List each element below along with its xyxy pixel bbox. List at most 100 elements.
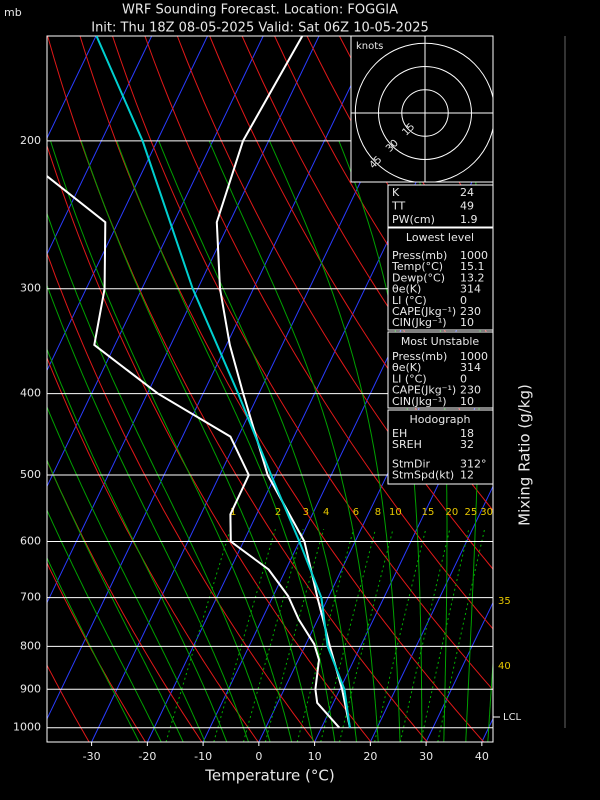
hodograph-box (350, 35, 494, 183)
x-tick-label: 10 (308, 750, 322, 763)
foreground: 1 2 3 4 6 8 10 15 20 25 30200300400500600700800900… (13, 35, 522, 763)
y-tick-label: 300 (20, 282, 41, 295)
dry-adiabat (47, 356, 259, 742)
x-tick-label: -20 (138, 750, 156, 763)
info-value: 1000 (460, 350, 488, 363)
dry-adiabat (47, 36, 428, 742)
dry-adiabat (47, 561, 146, 742)
dry-adiabat (47, 251, 316, 742)
isotherm (47, 36, 153, 256)
hodograph-ring (378, 66, 472, 160)
mixing-ratio-label: 25 (465, 507, 478, 518)
info-label: CAPE(Jkg⁻¹) (392, 384, 456, 397)
dry-adiabat (241, 36, 493, 454)
mixing-ratio-line (165, 528, 231, 742)
info-title: Lowest level (406, 231, 474, 244)
info-label: Dewp(°C) (392, 271, 445, 284)
mixing-ratio-label: 20 (446, 507, 459, 518)
x-tick-label: 20 (363, 750, 377, 763)
info-value: 0 (460, 294, 467, 307)
mixing-ratio-label: 3 (303, 507, 309, 518)
y-tick-label: 500 (20, 468, 41, 481)
info-label: StmSpd(kt) (392, 469, 454, 482)
dry-adiabat (144, 36, 493, 630)
y-tick-label: 600 (20, 534, 41, 547)
mixing-ratio-line (437, 528, 486, 742)
y-unit-label: mb (4, 6, 22, 19)
y-tick-label: 400 (20, 387, 41, 400)
x-axis-label: Temperature (°C) (204, 767, 334, 785)
info-box (387, 227, 494, 331)
y-tick-label: 200 (20, 134, 41, 147)
lcl-label: LCL (503, 712, 522, 723)
side-label: 35 (498, 596, 511, 607)
info-label: CAPE(Jkg⁻¹) (392, 305, 456, 318)
info-label: CIN(Jkg⁻¹) (392, 316, 447, 329)
mixing-ratio-label: 8 (375, 507, 381, 518)
info-label: CIN(Jkg⁻¹) (392, 395, 447, 408)
info-label: LI (°C) (392, 372, 427, 385)
info-value: 314 (460, 361, 481, 374)
info-value: 18 (460, 427, 474, 440)
profile-line (47, 174, 341, 729)
isotherm (425, 601, 493, 742)
info-label: θe(K) (392, 283, 421, 296)
mixing-ratio-line (420, 528, 470, 742)
info-value: 1.9 (460, 213, 478, 226)
hodograph-ring (401, 89, 449, 137)
mixing-ratio-label: 4 (323, 507, 329, 518)
info-label: LI (°C) (392, 294, 427, 307)
x-tick-label: 40 (475, 750, 489, 763)
info-value: 32 (460, 438, 474, 451)
info-label: StmDir (392, 457, 431, 470)
x-tick-label: -30 (83, 750, 101, 763)
hodograph-units: knots (356, 41, 383, 52)
dry-adiabat (176, 36, 493, 570)
info-value: 0 (460, 372, 467, 385)
info-value: 12 (460, 469, 474, 482)
info-value: 13.2 (460, 271, 485, 284)
y2-axis-label: Mixing Ratio (g/kg) (516, 384, 534, 526)
info-label: K (392, 186, 400, 199)
info-value: 230 (460, 384, 481, 397)
x-tick-label: 0 (255, 750, 262, 763)
info-title: Most Unstable (401, 335, 480, 348)
info-value: 49 (460, 200, 474, 213)
dry-adiabat (209, 36, 493, 512)
dry-adiabat (47, 664, 90, 742)
info-value: 15.1 (460, 260, 485, 273)
side-label: 40 (498, 661, 511, 672)
mixing-ratio-label: 10 (389, 507, 402, 518)
info-value: 24 (460, 186, 474, 199)
info-value: 10 (460, 395, 474, 408)
y-tick-label: 700 (20, 591, 41, 604)
profile-line (95, 36, 351, 728)
info-label: EH (392, 427, 407, 440)
info-label: θe(K) (392, 361, 421, 374)
mixing-ratio-label: 1 (230, 507, 236, 518)
x-tick-label: 30 (419, 750, 433, 763)
info-label: TT (391, 200, 406, 213)
dry-adiabat (47, 459, 203, 742)
y-tick-label: 900 (20, 682, 41, 695)
info-box (387, 184, 494, 228)
info-value: 312° (460, 457, 487, 470)
dry-adiabat (47, 144, 372, 742)
y-tick-label: 800 (20, 639, 41, 652)
info-box (387, 331, 494, 409)
info-label: PW(cm) (392, 213, 435, 226)
info-value: 1000 (460, 249, 488, 262)
isotherm (47, 36, 376, 721)
y-tick-label: 1000 (13, 721, 41, 734)
mixing-ratio-label: 6 (353, 507, 359, 518)
info-value: 314 (460, 283, 481, 296)
info-value: 230 (460, 305, 481, 318)
x-tick-label: -10 (194, 750, 212, 763)
dry-adiabat (112, 36, 493, 691)
info-label: SREH (392, 438, 422, 451)
info-label: Press(mb) (392, 249, 447, 262)
info-title: Hodograph (410, 413, 471, 426)
